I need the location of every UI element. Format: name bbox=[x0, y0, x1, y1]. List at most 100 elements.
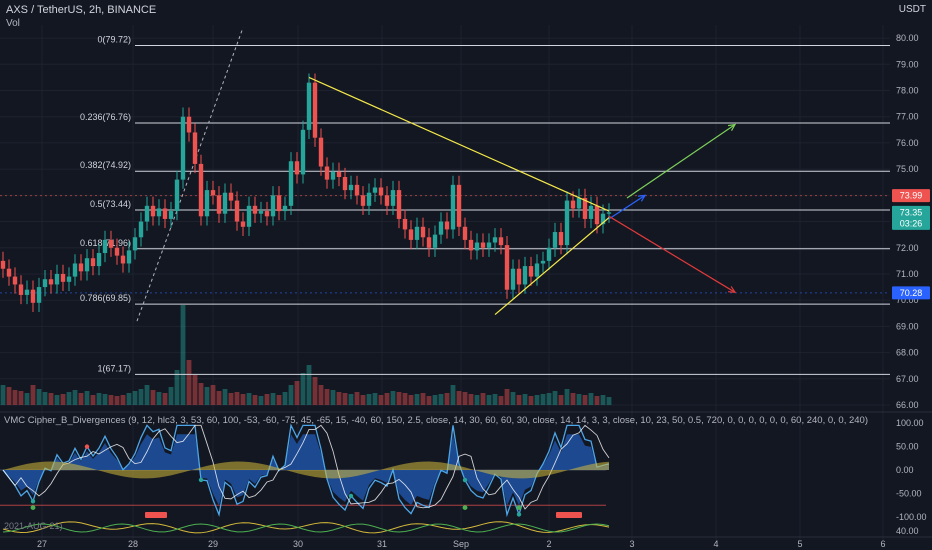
candle-body bbox=[162, 208, 168, 219]
buy-signal-dot bbox=[462, 505, 468, 510]
volume-bar bbox=[126, 393, 132, 405]
fib-anchor-line bbox=[136, 27, 244, 322]
candle-body bbox=[396, 190, 402, 219]
volume-bar bbox=[174, 370, 180, 405]
candle-body bbox=[366, 192, 372, 206]
price-tick-label: 68.00 bbox=[896, 348, 919, 358]
time-tick-label: 2 bbox=[546, 539, 551, 549]
trendline-drawings bbox=[308, 76, 737, 316]
volume-bar bbox=[384, 393, 390, 405]
wave-trend-line bbox=[2, 423, 610, 518]
time-tick-label: Sep bbox=[453, 539, 469, 549]
volume-bar bbox=[78, 393, 84, 405]
time-tick-label: 31 bbox=[377, 539, 387, 549]
symbol-title[interactable]: AXS / TetherUS, 2h, BINANCE bbox=[6, 4, 157, 16]
candle-body bbox=[306, 82, 312, 130]
cipher-oscillator-pane: 100.00 50.00 0.00 -50.00 -100.00 40.00 bbox=[0, 411, 932, 536]
time-tick-label: 4 bbox=[713, 539, 718, 549]
candle-body bbox=[552, 232, 558, 248]
candle-body bbox=[114, 247, 120, 256]
candle-body bbox=[60, 273, 66, 282]
candle-body bbox=[360, 195, 366, 206]
candle-body bbox=[54, 273, 60, 285]
candle-body bbox=[540, 260, 546, 264]
volume-bar bbox=[0, 385, 6, 405]
candle-body bbox=[498, 237, 504, 246]
price-tag-text: 73.99 bbox=[900, 191, 923, 201]
time-tick-label: 27 bbox=[37, 539, 47, 549]
candle-body bbox=[198, 163, 204, 217]
volume-bar bbox=[318, 385, 324, 405]
volume-bar bbox=[342, 393, 348, 405]
candle-body bbox=[120, 255, 126, 264]
volume-bar bbox=[552, 391, 558, 405]
cross-dot bbox=[462, 477, 468, 483]
volume-bar bbox=[504, 389, 510, 405]
candle-body bbox=[300, 129, 306, 175]
candle-body bbox=[480, 242, 486, 248]
oscillator-tick-label: -50.00 bbox=[896, 489, 922, 499]
candle-body bbox=[420, 226, 426, 238]
volume-bar bbox=[114, 396, 120, 405]
candle-body bbox=[186, 116, 192, 133]
volume-bar bbox=[336, 392, 342, 405]
candle-body bbox=[468, 239, 474, 251]
candle-body bbox=[354, 184, 360, 196]
candle-body bbox=[156, 208, 162, 217]
volume-bar bbox=[348, 394, 354, 405]
volume-bar bbox=[330, 390, 336, 405]
volume-bar bbox=[444, 393, 450, 405]
volume-bar bbox=[18, 391, 24, 405]
candle-body bbox=[342, 177, 348, 191]
projection-bear-line bbox=[608, 215, 736, 293]
buy-signal-dot bbox=[30, 505, 36, 510]
candle-body bbox=[558, 232, 564, 246]
candle-body bbox=[126, 250, 132, 264]
fib-label: 0.382(74.92) bbox=[80, 160, 131, 170]
candle-body bbox=[378, 187, 384, 196]
volume-bar bbox=[198, 383, 204, 405]
volume-bar bbox=[150, 390, 156, 405]
volume-indicator-label[interactable]: Vol bbox=[6, 18, 20, 29]
candle-body bbox=[318, 137, 324, 167]
candle-body bbox=[492, 237, 498, 243]
volume-bar bbox=[156, 392, 162, 405]
candle-body bbox=[438, 221, 444, 235]
candle-body bbox=[336, 171, 342, 177]
volume-bar bbox=[396, 392, 402, 405]
price-tag-countdown: 03:26 bbox=[900, 218, 923, 228]
price-tick-label: 66.00 bbox=[896, 400, 919, 410]
candle-body bbox=[270, 195, 276, 217]
candle-body bbox=[402, 218, 408, 230]
volume-bar bbox=[294, 381, 300, 405]
candle-body bbox=[534, 263, 540, 277]
projection-bull-arrowhead bbox=[727, 123, 737, 131]
volume-bar bbox=[54, 395, 60, 405]
volume-bar bbox=[390, 391, 396, 405]
volume-bar bbox=[372, 393, 378, 405]
wave-signal-line bbox=[2, 424, 610, 510]
price-tick-label: 78.00 bbox=[896, 86, 919, 96]
candle-body bbox=[276, 195, 282, 212]
volume-bar bbox=[306, 365, 312, 405]
candle-body bbox=[192, 132, 198, 164]
time-tick-label: 28 bbox=[128, 539, 138, 549]
volume-bar bbox=[252, 395, 258, 405]
bottom-indicator-label[interactable]: 2021-AUG-21) bbox=[4, 521, 63, 531]
price-tick-label: 67.00 bbox=[896, 374, 919, 384]
cipher-indicator-label[interactable]: VMC Cipher_B_Divergences (9, 12, hlc3, 3… bbox=[4, 415, 868, 426]
candle-body bbox=[258, 211, 264, 214]
volume-bar bbox=[120, 395, 126, 405]
cross-dot bbox=[516, 512, 522, 517]
volume-bar bbox=[228, 393, 234, 405]
price-tag bbox=[892, 189, 930, 203]
candle-body bbox=[600, 213, 606, 225]
volume-bar bbox=[258, 396, 264, 405]
oscillator-tick-label: 100.00 bbox=[896, 418, 924, 428]
currency-label[interactable]: USDT bbox=[898, 4, 926, 15]
volume-bar bbox=[288, 385, 294, 405]
candle-body bbox=[138, 221, 144, 238]
candle-body bbox=[564, 200, 570, 246]
volume-bar bbox=[402, 393, 408, 405]
